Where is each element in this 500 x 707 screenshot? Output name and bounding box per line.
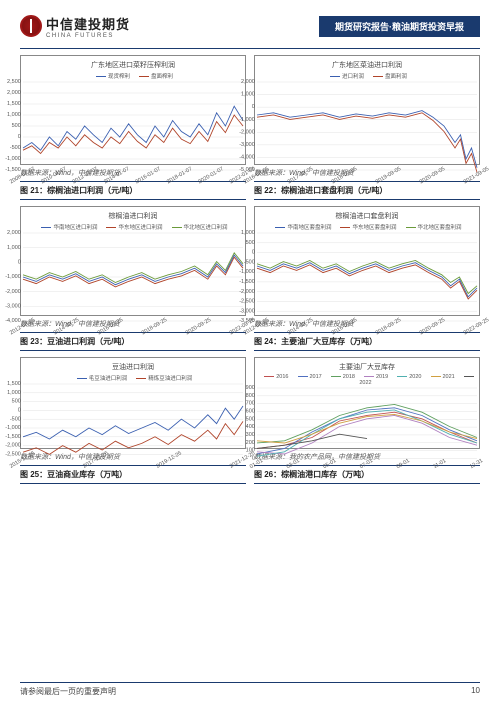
fig-caption-25: 图 25：豆油商业库存（万吨） (20, 465, 246, 484)
chart-legend: 华南地区进口利润华东地区进口利润华北地区进口利润 (23, 223, 243, 231)
svg-text:2,000: 2,000 (241, 79, 255, 85)
report-title: 期货研究报告·粮油期货投资早报 (319, 16, 480, 37)
svg-text:500: 500 (12, 123, 21, 129)
svg-text:-2,500: -2,500 (239, 299, 255, 305)
svg-text:400: 400 (246, 424, 255, 430)
chart-title: 棕榈油进口利润 (23, 211, 243, 221)
chart-legend: 毛豆油进口利润精炼豆油进口利润 (23, 374, 243, 382)
page-header: 中信建投期货 CHINA FUTURES 期货研究报告·粮油期货投资早报 (20, 12, 480, 40)
svg-text:-3,000: -3,000 (239, 308, 255, 314)
chart-rapeseed-crush: 广东地区进口菜籽压榨利润 现货榨利盘面榨利 -1,500-1,000-50005… (20, 55, 246, 165)
chart-plot: -2,500-2,000-1,500-1,000-50005001,0001,5… (23, 384, 243, 454)
chart-rapeoil-import: 广东地区菜油进口利润 进口利润盘面利润 -5,000-4,000-3,000-2… (254, 55, 480, 165)
svg-text:0: 0 (252, 104, 255, 110)
page-footer: 请参阅最后一页的重要声明 10 (20, 682, 480, 697)
svg-text:-1,500: -1,500 (239, 279, 255, 285)
chart-plot: -5,000-4,000-3,000-2,000-1,00001,0002,00… (257, 82, 477, 170)
svg-text:1,500: 1,500 (7, 381, 21, 387)
svg-text:500: 500 (246, 240, 255, 246)
chart-legend: 2016201720182019202020212022 (257, 374, 477, 386)
svg-text:0: 0 (252, 250, 255, 256)
chart-legend: 进口利润盘面利润 (257, 72, 477, 80)
svg-text:-4,000: -4,000 (5, 318, 21, 324)
logo-icon (20, 15, 42, 37)
svg-text:0: 0 (252, 455, 255, 461)
svg-text:500: 500 (12, 399, 21, 405)
chart-soybean-stock: 主要油厂大豆库存 2016201720182019202020212022 01… (254, 357, 480, 449)
svg-text:-5,000: -5,000 (239, 167, 255, 173)
chart-title: 广东地区进口菜籽压榨利润 (23, 60, 243, 70)
chart-title: 主要油厂大豆库存 (257, 362, 477, 372)
svg-text:-4,000: -4,000 (239, 155, 255, 161)
svg-text:-500: -500 (244, 259, 255, 265)
svg-text:2,500: 2,500 (7, 79, 21, 85)
disclaimer: 请参阅最后一页的重要声明 (20, 686, 116, 697)
page-number: 10 (471, 686, 480, 697)
svg-text:-2,000: -2,000 (239, 129, 255, 135)
svg-text:1,000: 1,000 (7, 390, 21, 396)
svg-text:1,500: 1,500 (7, 101, 21, 107)
chart-plot: -4,000-3,000-2,000-1,00001,0002,0002012-… (23, 233, 243, 321)
svg-text:-3,000: -3,000 (239, 142, 255, 148)
svg-text:-1,000: -1,000 (5, 425, 21, 431)
svg-text:1,000: 1,000 (7, 245, 21, 251)
svg-text:0: 0 (18, 134, 21, 140)
svg-text:900: 900 (246, 385, 255, 391)
chart-palm-arb-profit: 棕榈油进口套盘利润 华南地区套盘利润华东地区套盘利润华北地区套盘利润 -3,50… (254, 206, 480, 316)
logo-block: 中信建投期货 CHINA FUTURES (20, 14, 319, 39)
svg-text:300: 300 (246, 432, 255, 438)
svg-text:500: 500 (246, 416, 255, 422)
svg-text:0: 0 (18, 259, 21, 265)
chart-plot: -1,500-1,000-50005001,0001,5002,0002,500… (23, 82, 243, 170)
svg-text:1,000: 1,000 (241, 230, 255, 236)
svg-text:-3,000: -3,000 (5, 303, 21, 309)
chart-title: 棕榈油进口套盘利润 (257, 211, 477, 221)
svg-text:-1,000: -1,000 (239, 269, 255, 275)
svg-text:-2,000: -2,000 (5, 289, 21, 295)
chart-legend: 现货榨利盘面榨利 (23, 72, 243, 80)
svg-text:600: 600 (246, 409, 255, 415)
svg-text:-2,500: -2,500 (5, 451, 21, 457)
chart-title: 豆油进口利润 (23, 362, 243, 372)
svg-text:-3,500: -3,500 (239, 318, 255, 324)
header-rule (20, 48, 480, 49)
svg-text:-500: -500 (10, 145, 21, 151)
chart-palm-import-profit: 棕榈油进口利润 华南地区进口利润华东地区进口利润华北地区进口利润 -4,000-… (20, 206, 246, 316)
svg-text:-500: -500 (10, 416, 21, 422)
company-name-cn: 中信建投期货 (46, 14, 130, 33)
svg-text:-1,000: -1,000 (5, 274, 21, 280)
svg-text:700: 700 (246, 401, 255, 407)
chart-soyoil-import: 豆油进口利润 毛豆油进口利润精炼豆油进口利润 -2,500-2,000-1,50… (20, 357, 246, 449)
svg-text:1,000: 1,000 (241, 92, 255, 98)
svg-text:-1,000: -1,000 (5, 156, 21, 162)
svg-text:-2,000: -2,000 (5, 443, 21, 449)
svg-text:200: 200 (246, 440, 255, 446)
svg-text:-2,000: -2,000 (239, 289, 255, 295)
chart-plot: -3,500-3,000-2,500-2,000-1,500-1,000-500… (257, 233, 477, 321)
svg-text:2,000: 2,000 (7, 230, 21, 236)
svg-text:-1,500: -1,500 (5, 167, 21, 173)
chart-legend: 华南地区套盘利润华东地区套盘利润华北地区套盘利润 (257, 223, 477, 231)
svg-text:-1,500: -1,500 (5, 434, 21, 440)
svg-text:800: 800 (246, 393, 255, 399)
company-name-en: CHINA FUTURES (46, 33, 130, 39)
svg-text:-1,000: -1,000 (239, 117, 255, 123)
svg-text:0: 0 (18, 407, 21, 413)
fig-caption-21: 图 21：棕榈油进口利润（元/吨） (20, 181, 246, 200)
svg-text:1,000: 1,000 (7, 112, 21, 118)
chart-plot: 010020030040050060070080090001-0103-0105… (257, 388, 477, 458)
svg-text:2,000: 2,000 (7, 90, 21, 96)
chart-title: 广东地区菜油进口利润 (257, 60, 477, 70)
svg-text:100: 100 (246, 448, 255, 454)
